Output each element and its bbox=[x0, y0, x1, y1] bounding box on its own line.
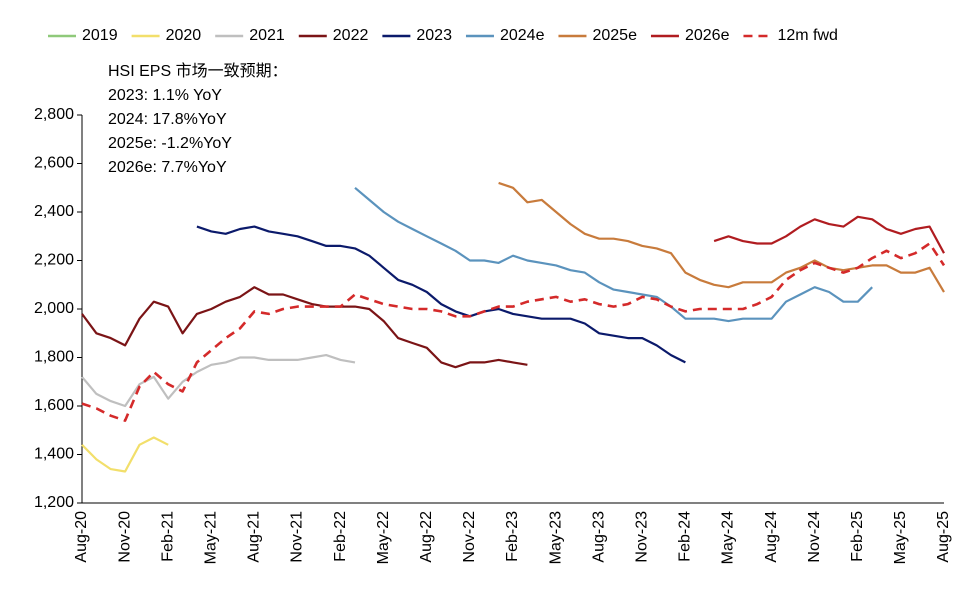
x-tick-label: Feb-24 bbox=[677, 511, 694, 562]
legend-label: 2019 bbox=[82, 27, 118, 44]
y-tick-label: 1,800 bbox=[34, 349, 74, 366]
series-line bbox=[498, 181, 945, 293]
x-tick-label: Feb-21 bbox=[159, 511, 176, 562]
legend-label: 2020 bbox=[166, 27, 202, 44]
x-tick-label: May-22 bbox=[375, 511, 392, 564]
x-tick-label: Nov-22 bbox=[461, 511, 478, 563]
x-tick-label: Feb-22 bbox=[332, 511, 349, 562]
legend-label: 2024e bbox=[500, 27, 545, 44]
x-tick-label: Aug-21 bbox=[246, 511, 263, 563]
x-tick-label: May-21 bbox=[203, 511, 220, 564]
legend-label: 2025e bbox=[592, 27, 637, 44]
x-tick-label: Aug-24 bbox=[763, 511, 780, 563]
y-tick-label: 2,400 bbox=[34, 203, 74, 220]
series-line bbox=[81, 354, 356, 408]
x-tick-label: May-25 bbox=[892, 511, 909, 564]
x-tick-label: Aug-20 bbox=[73, 511, 90, 563]
x-tick-label: Feb-25 bbox=[849, 511, 866, 562]
y-tick-label: 1,600 bbox=[34, 397, 74, 414]
annotation: 2025e: -1.2%YoY bbox=[108, 135, 232, 152]
y-tick-label: 2,600 bbox=[34, 155, 74, 172]
series-line bbox=[81, 242, 946, 422]
legend-label: 2022 bbox=[333, 27, 369, 44]
y-tick-label: 2,200 bbox=[34, 252, 74, 269]
legend-label: 2026e bbox=[685, 27, 730, 44]
y-tick-label: 2,000 bbox=[34, 300, 74, 317]
annotation: 2023: 1.1% YoY bbox=[108, 87, 222, 104]
annotation: HSI EPS 市场一致预期： bbox=[108, 62, 288, 80]
series-line bbox=[81, 286, 528, 369]
series-line bbox=[81, 436, 169, 473]
x-tick-label: May-24 bbox=[720, 511, 737, 564]
series-line bbox=[713, 215, 945, 254]
y-tick-label: 1,200 bbox=[34, 494, 74, 511]
x-tick-label: Nov-21 bbox=[289, 511, 306, 563]
x-tick-label: Nov-24 bbox=[806, 511, 823, 563]
y-tick-label: 2,800 bbox=[34, 106, 74, 123]
annotation: 2024: 17.8%YoY bbox=[108, 111, 227, 128]
legend-label: 12m fwd bbox=[777, 27, 837, 44]
x-tick-label: Aug-23 bbox=[590, 511, 607, 563]
x-tick-label: Feb-23 bbox=[504, 511, 521, 562]
series-line bbox=[196, 225, 686, 364]
x-tick-label: Nov-23 bbox=[634, 511, 651, 563]
y-tick-label: 1,400 bbox=[34, 446, 74, 463]
legend-label: 2023 bbox=[416, 27, 452, 44]
series-line bbox=[354, 186, 873, 323]
x-tick-label: Aug-25 bbox=[935, 511, 952, 563]
legend-label: 2021 bbox=[249, 27, 285, 44]
annotation: 2026e: 7.7%YoY bbox=[108, 159, 227, 176]
x-tick-label: Nov-20 bbox=[116, 511, 133, 563]
x-tick-label: Aug-22 bbox=[418, 511, 435, 563]
x-tick-label: May-23 bbox=[547, 511, 564, 564]
